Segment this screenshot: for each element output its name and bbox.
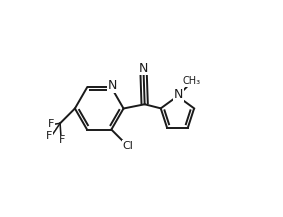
Text: N: N (108, 79, 117, 92)
Text: F: F (46, 132, 52, 141)
Text: F: F (48, 119, 54, 129)
Text: CH₃: CH₃ (183, 76, 201, 86)
Text: Cl: Cl (122, 141, 133, 151)
Text: N: N (174, 88, 183, 101)
Text: F: F (59, 135, 65, 145)
Text: N: N (139, 62, 148, 75)
